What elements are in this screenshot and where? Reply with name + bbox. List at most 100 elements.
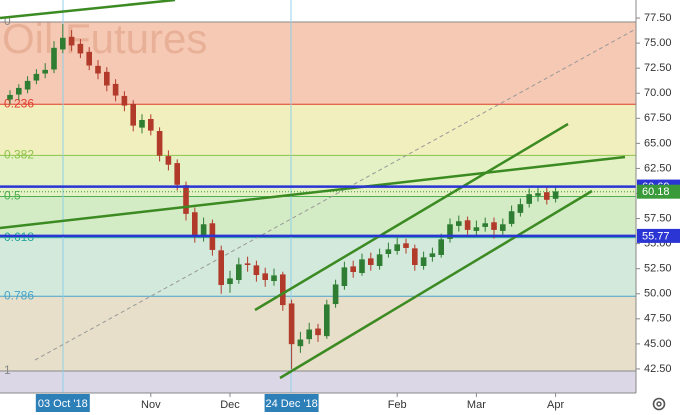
crosshair-date-label: 03 Oct '18: [38, 398, 88, 410]
gear-hub[interactable]: [656, 401, 662, 407]
candle-body: [543, 192, 550, 200]
crosshair-date-box: [264, 394, 319, 412]
candle-body: [359, 259, 365, 273]
crosshair-date-box: [35, 394, 90, 412]
candle-body: [236, 264, 242, 281]
x-tick-label: Dec: [220, 399, 240, 411]
settings-gear[interactable]: [652, 397, 666, 411]
axes: 42.5045.0047.5050.0052.5055.0057.5060.00…: [35, 12, 680, 412]
candle-body: [508, 211, 515, 224]
trend-line[interactable]: [0, 0, 176, 20]
x-tick-label: Mar: [467, 399, 486, 411]
y-tick-label: 57.50: [644, 212, 672, 224]
candle-body: [183, 185, 189, 214]
candle-body: [227, 278, 233, 285]
candle-body: [15, 87, 22, 95]
candle-body: [491, 222, 497, 230]
fib-level-label: 0.786: [4, 288, 34, 302]
candle-body: [156, 131, 163, 156]
fib-level-label: 0: [4, 14, 11, 28]
fib-zone: [0, 104, 636, 156]
candle-body: [376, 254, 383, 266]
candle-body: [253, 265, 260, 275]
candle-body: [535, 193, 541, 196]
candle-body: [218, 250, 224, 286]
candle-body: [59, 37, 66, 50]
candle-body: [192, 212, 198, 235]
price-lines: [0, 185, 636, 238]
candle-body: [315, 328, 321, 336]
y-axis-panel: [636, 0, 680, 415]
candle-body: [288, 303, 295, 345]
watermark: Oil Futures: [2, 15, 207, 62]
x-tick-label: Feb: [388, 399, 407, 411]
candle-body: [95, 65, 101, 74]
candle-body: [420, 257, 427, 266]
x-tick-label: Apr: [547, 399, 564, 411]
candle-body: [51, 47, 57, 70]
candle-body: [306, 329, 313, 340]
candle-body: [332, 284, 339, 305]
candle-body: [271, 275, 277, 282]
fib-zone: [0, 22, 636, 105]
candle-body: [464, 220, 471, 230]
y-tick-label: 62.50: [644, 162, 672, 174]
y-tick-label: 72.50: [644, 62, 672, 74]
candle-body: [77, 43, 84, 54]
trend-line[interactable]: [254, 122, 569, 312]
y-tick-label: 70.00: [644, 87, 672, 99]
y-tick-label: 65.00: [644, 137, 672, 149]
y-tick-label: 67.50: [644, 112, 672, 124]
y-tick-label: 75.00: [644, 37, 672, 49]
candle-body: [104, 71, 110, 86]
candle-body: [148, 119, 154, 131]
fib-diagonal: [34, 29, 635, 361]
trend-line[interactable]: [0, 155, 626, 230]
candle-body: [482, 223, 489, 227]
candle-body: [385, 249, 392, 254]
y-tick-label: 42.50: [644, 363, 672, 375]
candle-body: [68, 36, 75, 46]
price-tag: [637, 184, 680, 199]
candle-body: [429, 253, 436, 257]
candle-body: [411, 248, 418, 265]
price-tag: [637, 228, 680, 243]
candle-body: [165, 156, 172, 165]
fib-zone: [0, 237, 636, 297]
fib-level-label: 0.5: [4, 189, 21, 203]
candle-body: [455, 221, 462, 226]
candle-body: [130, 103, 136, 126]
candle-body: [438, 239, 445, 255]
trend-lines: [0, 0, 626, 380]
price-tag-label: 60.18: [642, 186, 670, 198]
crosshair-date-label: 24 Dec '18: [265, 398, 317, 410]
fib-zone: [0, 155, 636, 197]
trend-line[interactable]: [279, 189, 593, 380]
fib-level-label: 1: [4, 363, 11, 377]
candle-body: [403, 243, 409, 248]
candle-body: [526, 194, 533, 204]
price-tag-label: 55.77: [642, 230, 670, 242]
candle-body: [244, 263, 251, 265]
candle-body: [341, 267, 348, 287]
candle-body: [24, 80, 31, 90]
candle-body: [121, 95, 128, 106]
candle-body: [552, 191, 559, 199]
candle-body: [279, 274, 286, 306]
y-tick-label: 52.50: [644, 263, 672, 275]
fib-level-label: 0.236: [4, 96, 34, 110]
fib-level-label: 0.382: [4, 148, 34, 162]
candles: [7, 24, 559, 369]
candle-body: [174, 163, 180, 185]
candle-body: [7, 94, 13, 100]
candle-body: [447, 224, 453, 239]
gear-ring[interactable]: [652, 397, 666, 411]
candle-body: [297, 339, 304, 347]
y-tick-label: 47.50: [644, 313, 672, 325]
candle-body: [367, 258, 374, 265]
y-tick-label: 50.00: [644, 288, 672, 300]
candle-body: [499, 224, 506, 231]
y-tick-label: 77.50: [644, 12, 672, 24]
